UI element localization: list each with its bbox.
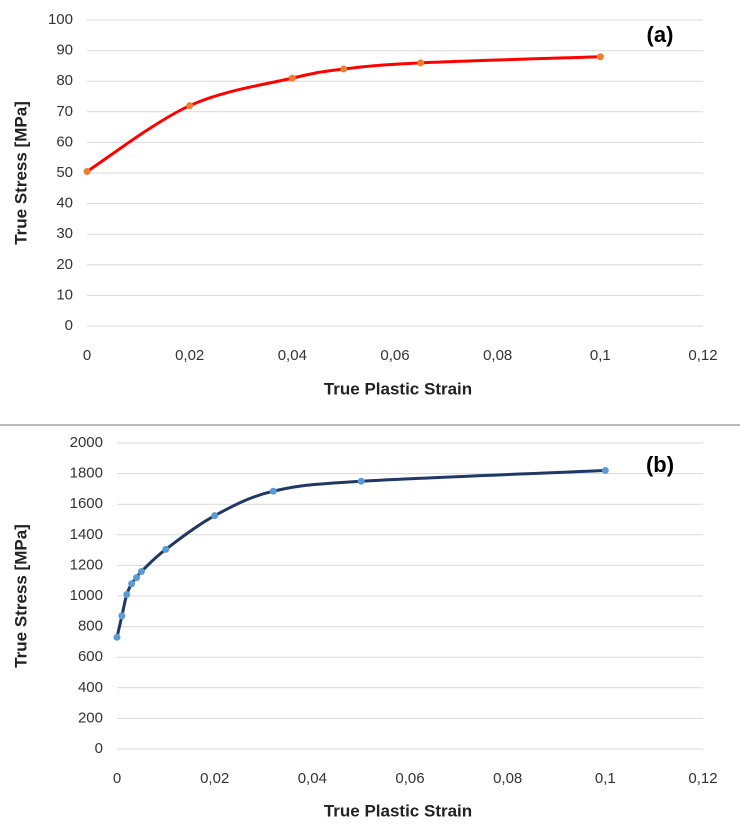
y-tick-label: 600 (78, 648, 103, 665)
y-tick-label: 70 (56, 103, 73, 120)
x-tick-label: 0,08 (493, 770, 522, 787)
x-tick-label: 0,1 (590, 347, 611, 364)
data-line (86, 55, 601, 173)
data-point (417, 59, 425, 67)
y-tick-label: 1600 (70, 495, 103, 512)
data-point (123, 590, 131, 598)
y-tick-label: 0 (95, 740, 103, 757)
x-tick-label: 0,06 (395, 770, 424, 787)
y-tick-label: 1000 (70, 587, 103, 604)
y-tick-label: 1800 (70, 465, 103, 482)
data-point (288, 74, 296, 82)
x-axis-title: True Plastic Strain (324, 379, 472, 398)
y-tick-label: 400 (78, 679, 103, 696)
x-tick-label: 0,06 (380, 347, 409, 364)
data-point (186, 102, 194, 110)
data-point (601, 467, 609, 475)
y-tick-label: 50 (56, 164, 73, 181)
data-point (211, 512, 219, 520)
y-tick-label: 40 (56, 195, 73, 212)
y-tick-label: 90 (56, 42, 73, 59)
x-tick-label: 0,1 (595, 770, 616, 787)
data-point (269, 487, 277, 495)
x-tick-label: 0,04 (298, 770, 327, 787)
annotation: (b) (646, 452, 674, 477)
data-point (133, 574, 141, 582)
data-point (137, 568, 145, 576)
data-point (357, 477, 365, 485)
data-point (596, 53, 604, 61)
y-axis-title: True Stress [MPa] (11, 524, 30, 668)
y-tick-label: 30 (56, 225, 73, 242)
y-tick-label: 1400 (70, 526, 103, 543)
x-tick-label: 0,02 (200, 770, 229, 787)
x-tick-label: 0,04 (278, 347, 307, 364)
x-axis-title: True Plastic Strain (324, 801, 472, 820)
y-tick-label: 100 (48, 11, 73, 28)
data-point (113, 633, 121, 641)
x-tick-label: 0,08 (483, 347, 512, 364)
x-tick-label: 0,02 (175, 347, 204, 364)
y-tick-label: 200 (78, 709, 103, 726)
y-tick-label: 80 (56, 72, 73, 89)
data-point (83, 167, 91, 175)
y-tick-label: 10 (56, 286, 73, 303)
x-tick-label: 0,12 (688, 347, 717, 364)
data-point (162, 545, 170, 553)
y-tick-label: 800 (78, 618, 103, 635)
data-point (128, 580, 136, 588)
x-tick-label: 0 (83, 347, 91, 364)
x-tick-label: 0,12 (688, 770, 717, 787)
y-tick-label: 0 (65, 317, 73, 334)
y-tick-label: 20 (56, 256, 73, 273)
data-line (115, 469, 606, 638)
y-tick-label: 2000 (70, 434, 103, 451)
y-axis-title: True Stress [MPa] (11, 101, 30, 245)
y-tick-label: 1200 (70, 556, 103, 573)
data-point (118, 612, 126, 620)
x-tick-label: 0 (113, 770, 121, 787)
annotation: (a) (647, 22, 674, 47)
data-point (340, 65, 348, 73)
y-tick-label: 60 (56, 133, 73, 150)
